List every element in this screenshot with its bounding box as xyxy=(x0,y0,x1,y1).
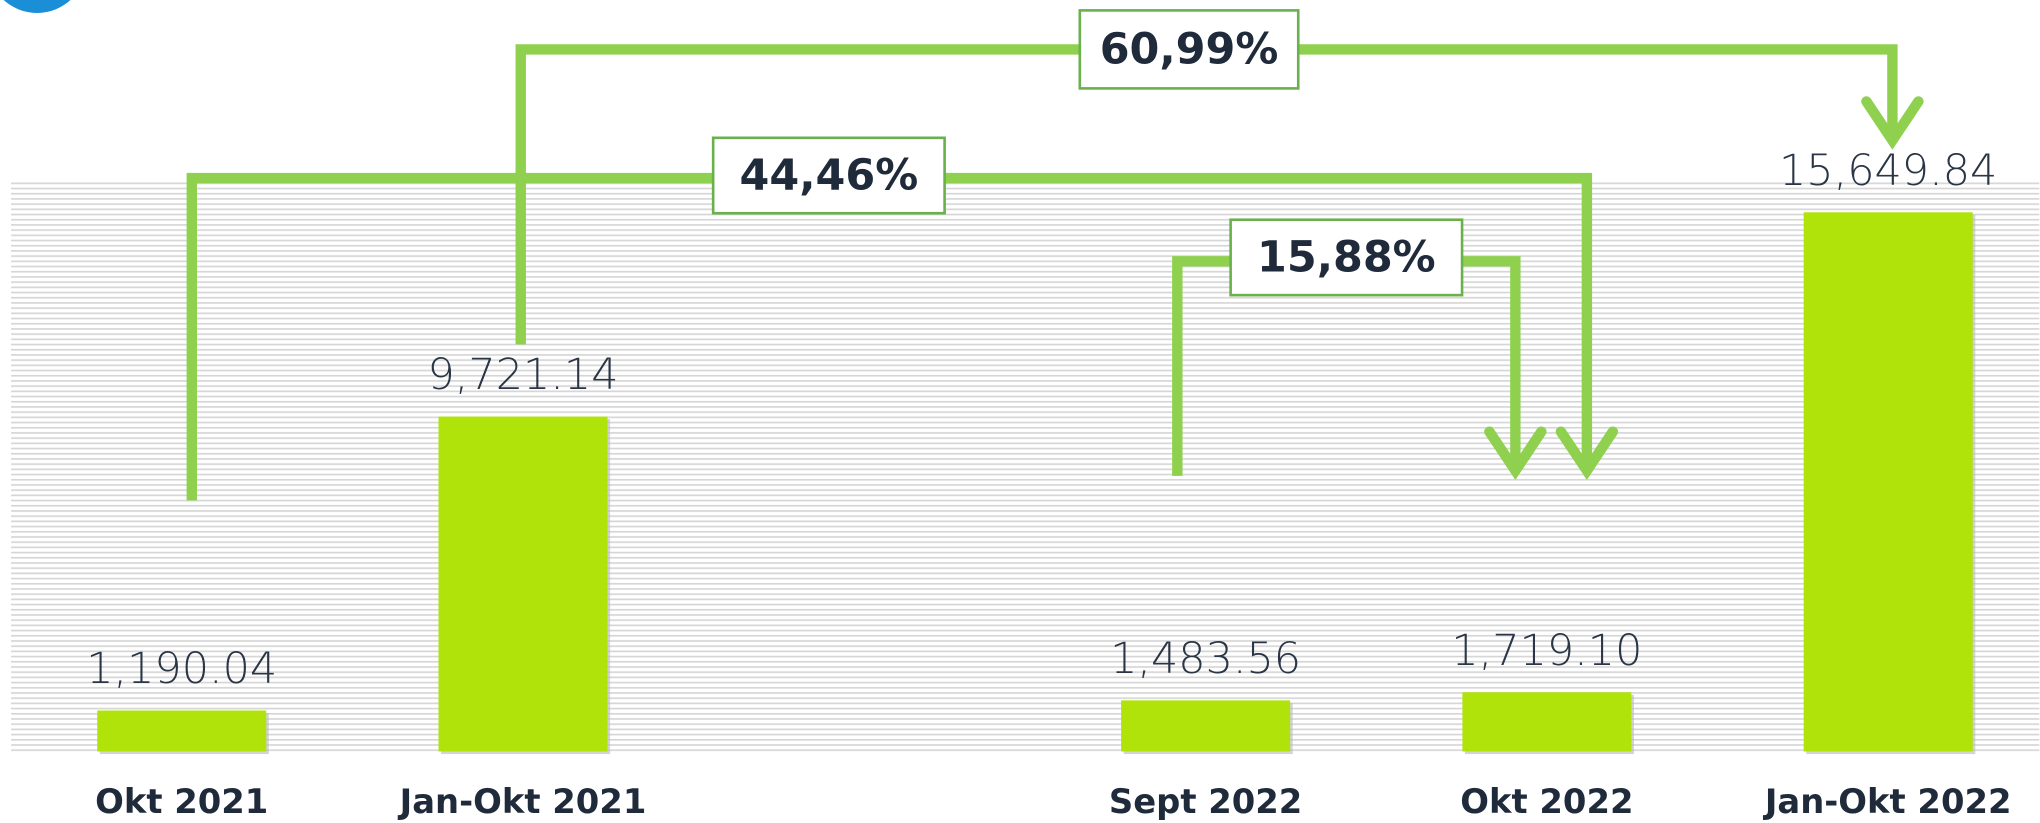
annotation: 44,46% xyxy=(740,151,919,201)
arrow-head xyxy=(1555,426,1619,481)
x-tick-label: Jan-Okt 2022 xyxy=(1763,782,2012,821)
annotation-box xyxy=(711,136,946,215)
annotation-box xyxy=(1078,9,1300,90)
bar xyxy=(1121,700,1291,752)
value-label: 1,483.56 xyxy=(1110,634,1301,684)
value-label: 15,649.84 xyxy=(1779,146,1997,196)
value-label: 9,721.14 xyxy=(428,350,619,400)
x-tick-label: Sept 2022 xyxy=(1109,782,1302,821)
background-stripes xyxy=(11,182,2040,755)
bar xyxy=(1803,212,1973,752)
x-tick-label: Okt 2021 xyxy=(95,782,268,821)
bar xyxy=(97,710,267,752)
annotation-box xyxy=(1229,218,1464,297)
x-tick-label: Okt 2022 xyxy=(1460,782,1633,821)
value-label: 1,190.04 xyxy=(86,644,277,694)
annotation: 60,99% xyxy=(1100,25,1279,75)
arrow-head xyxy=(1861,96,1924,150)
logo-circle xyxy=(3,0,71,13)
bar xyxy=(1462,692,1632,752)
bar xyxy=(438,416,608,752)
arrow-head xyxy=(1484,426,1547,481)
x-tick-label: Jan-Okt 2021 xyxy=(398,782,647,821)
value-label: 1,719.10 xyxy=(1451,626,1642,676)
annotation: 15,88% xyxy=(1257,233,1436,283)
